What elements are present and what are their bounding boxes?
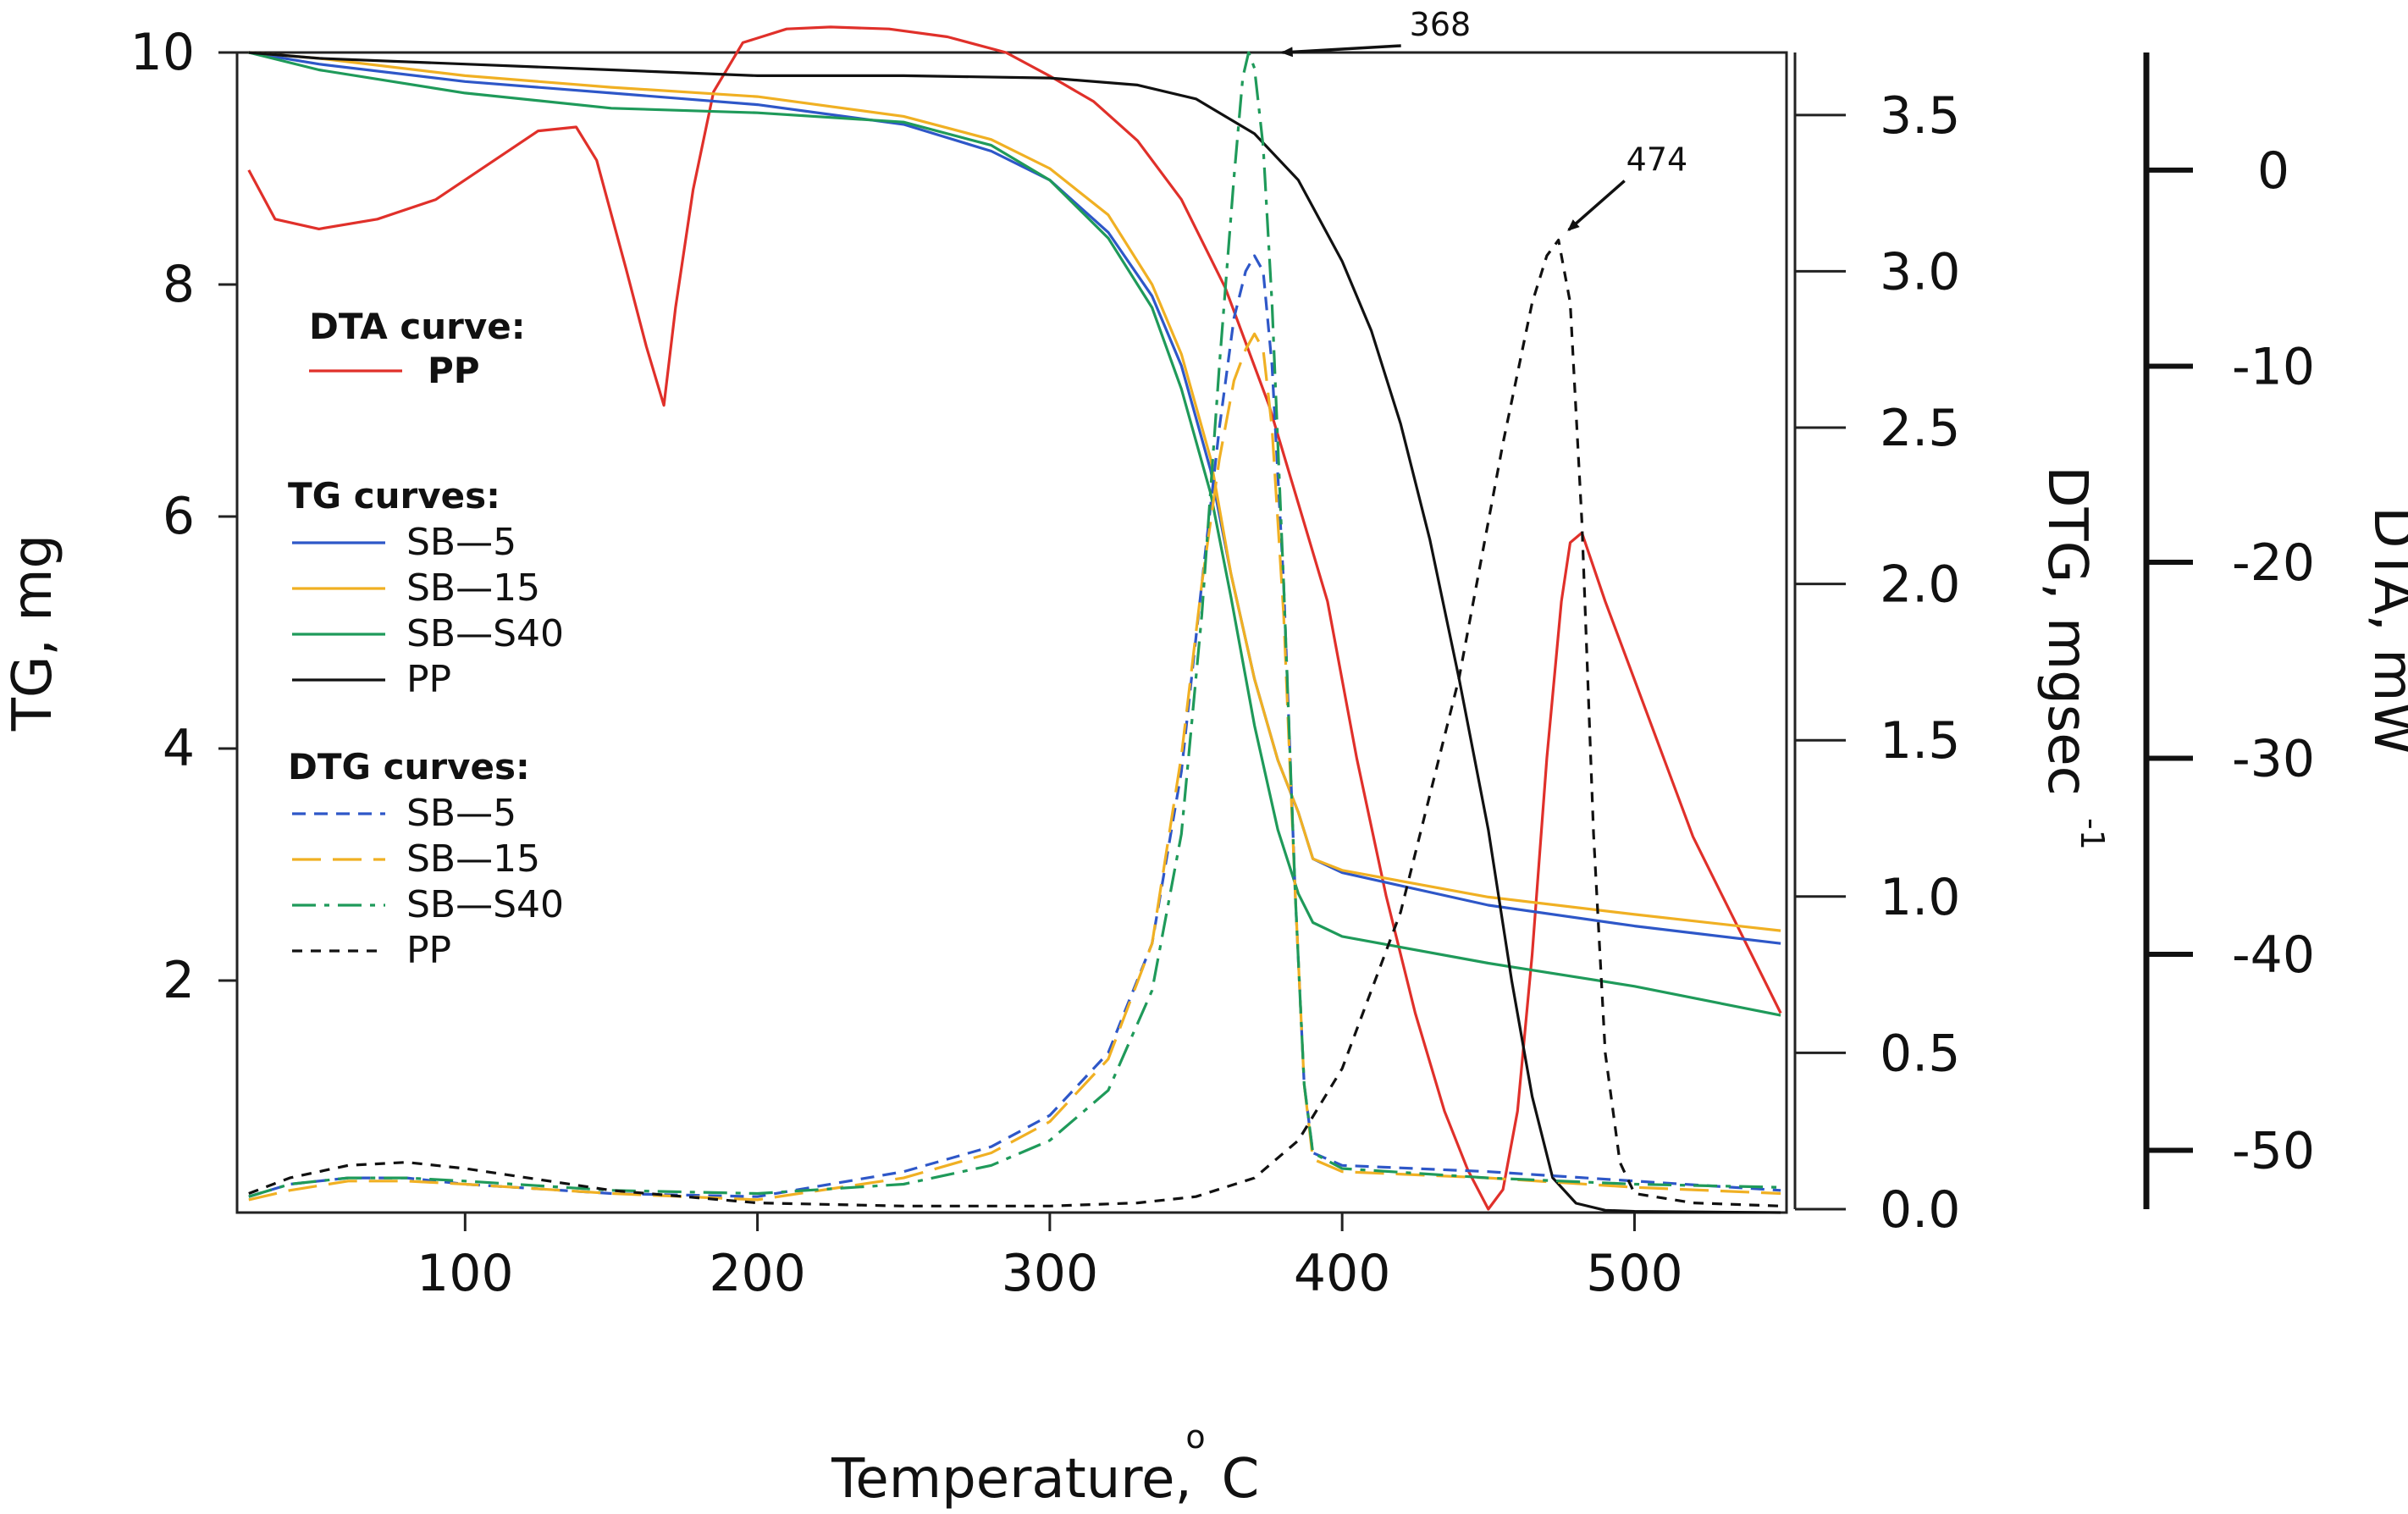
legend-label-dtg: SB—15: [406, 837, 540, 881]
legend-label-dta: PP: [428, 350, 480, 391]
dtg-tick-label: 0.5: [1880, 1024, 1960, 1083]
x-axis-title: Temperature,: [831, 1448, 1192, 1511]
dta-tick-label: -10: [2232, 337, 2315, 396]
tg-tick-label: 10: [130, 23, 195, 82]
x-tick-label: 100: [417, 1244, 514, 1303]
legend-label-tg: SB—S40: [406, 612, 564, 655]
dta-tick-label: -40: [2232, 926, 2315, 985]
dtg-axis-title: DTG, mgsec: [2035, 466, 2098, 796]
tg-tick-label: 2: [163, 951, 195, 1010]
series-layer: [247, 25, 1782, 1214]
tg-tick-label: 6: [163, 487, 195, 546]
tg-tick-label: 8: [163, 255, 195, 314]
tg-axis-title: TG, mg: [2, 534, 64, 732]
legend-label-tg: SB—15: [406, 566, 540, 610]
dta-tick-label: -20: [2232, 533, 2315, 593]
legend-label-tg: PP: [406, 658, 451, 701]
x-axis-unit: C: [1222, 1448, 1260, 1511]
x-tick-label: 400: [1294, 1244, 1391, 1303]
dta-tick-label: -50: [2232, 1122, 2315, 1181]
x-tick-label: 200: [709, 1244, 806, 1303]
dta-tick-label: -30: [2232, 729, 2315, 788]
legend-label-dtg: PP: [406, 929, 451, 972]
annotation-label-474: 474: [1627, 141, 1688, 179]
series-dtg-pp: [248, 238, 1781, 1207]
axis-labels: Temperature,oC TG, mg DTG, mgsec -1 DTA, mW: [2, 466, 2408, 1511]
legend-title-dtg: DTG curves:: [288, 746, 530, 787]
dta-tick-label: 0: [2257, 141, 2289, 201]
annotations: 368 474: [1280, 6, 1688, 231]
series-tg-sb-15: [248, 51, 1781, 932]
dtg-tick-label: 1.5: [1880, 711, 1960, 771]
dtg-tick-label: 0.0: [1880, 1180, 1960, 1240]
annotation-arrow-368: [1280, 44, 1401, 58]
annotation-arrow-474: [1567, 180, 1626, 231]
series-dtg-sb-15: [248, 332, 1781, 1202]
plot-border: [235, 51, 1788, 1214]
dta-axis-title: DTA, mW: [2361, 506, 2408, 755]
annotation-label-368: 368: [1410, 6, 1472, 43]
dtg-axis-superscript: -1: [2074, 818, 2111, 850]
legend-label-tg: SB—5: [406, 521, 516, 564]
x-tick-label: 500: [1586, 1244, 1683, 1303]
dtg-tick-label: 2.5: [1880, 399, 1960, 458]
legend-label-dtg: SB—5: [406, 792, 516, 835]
series-tg-sb-s40: [248, 51, 1781, 1017]
dtg-tick-label: 2.0: [1880, 555, 1960, 615]
plot-frame: 100 200 300 400 500 2 4 6 8 10 0.0 0.5 1.0 1.5 2.0 2.5 3…: [130, 23, 2315, 1303]
legend-title-dta: DTA curve:: [309, 306, 526, 347]
dtg-tick-label: 3.5: [1880, 86, 1960, 146]
legend-label-dtg: SB—S40: [406, 883, 564, 926]
tg-tick-label: 4: [163, 719, 195, 778]
x-tick-label: 300: [1002, 1244, 1099, 1303]
series-dta-pp: [247, 25, 1782, 1211]
x-axis-unit-superscript: o: [1185, 1418, 1205, 1456]
series-tg-sb-5: [248, 51, 1781, 945]
dtg-tick-label: 1.0: [1880, 868, 1960, 927]
legend-title-tg: TG curves:: [288, 475, 500, 517]
dtg-tick-label: 3.0: [1880, 242, 1960, 301]
